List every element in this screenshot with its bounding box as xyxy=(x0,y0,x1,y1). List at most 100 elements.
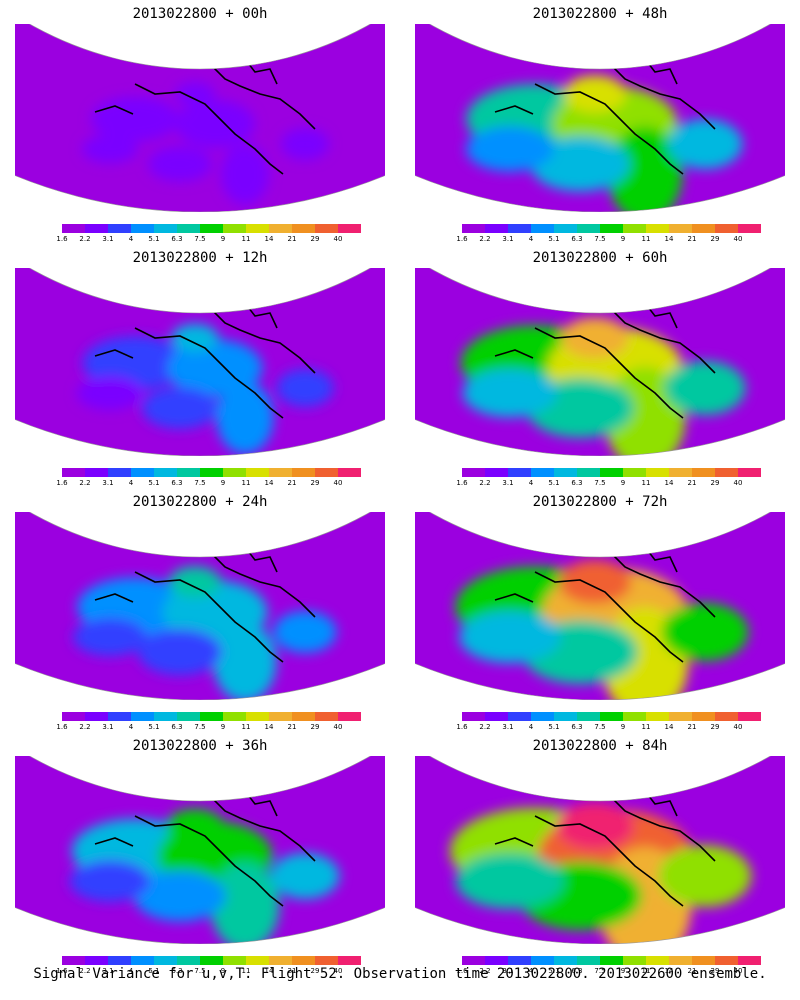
colorbar-swatch xyxy=(738,712,761,721)
colorbar-label: 40 xyxy=(733,723,743,731)
colorbar-label: 1.6 xyxy=(56,967,68,975)
colorbar-label: 3.1 xyxy=(502,967,514,975)
colorbar-swatch xyxy=(315,468,338,477)
colorbar-label: 5.1 xyxy=(148,479,160,487)
variance-contour xyxy=(462,368,558,418)
colorbar-swatch xyxy=(646,468,669,477)
colorbar-label: 7.5 xyxy=(194,723,206,731)
colorbar-swatch xyxy=(223,712,246,721)
colorbar-swatch xyxy=(154,956,177,965)
colorbar-label: 4 xyxy=(528,479,534,487)
variance-map xyxy=(415,756,785,944)
colorbar-swatch xyxy=(269,956,292,965)
colorbar-label: 3.1 xyxy=(502,723,514,731)
domain-outline xyxy=(415,24,785,212)
variance-contour xyxy=(661,603,749,661)
colorbar-label: 4 xyxy=(128,967,134,975)
variance-contour xyxy=(221,143,269,205)
colorbar-label: 5.1 xyxy=(548,235,560,243)
colorbar-label: 1.6 xyxy=(456,235,468,243)
forecast-panel: 2013022800 + 36h 1.6 2.2 3.1 4 5.1 6.3 7.5 9 11 14… xyxy=(0,732,400,976)
colorbar-swatch xyxy=(108,712,131,721)
colorbar-label: 40 xyxy=(333,967,343,975)
colorbar-swatch xyxy=(292,712,315,721)
colorbar-swatch xyxy=(531,712,554,721)
colorbar-label: 14 xyxy=(664,235,674,243)
variance-contour xyxy=(455,853,565,909)
colorbar-swatch xyxy=(246,224,269,233)
colorbar-labels: 1.6 2.2 3.1 4 5.1 6.3 7.5 9 11 14 21 29 40 xyxy=(56,967,362,978)
variance-contour xyxy=(69,860,151,902)
colorbar-label: 14 xyxy=(664,723,674,731)
variance-contour xyxy=(558,560,632,604)
colorbar-labels: 1.6 2.2 3.1 4 5.1 6.3 7.5 9 11 14 21 29 40 xyxy=(56,479,362,490)
colorbar-label: 1.6 xyxy=(56,235,68,243)
colorbar-swatch xyxy=(85,224,108,233)
panel-title: 2013022800 + 00h xyxy=(132,6,268,22)
colorbar-swatch xyxy=(531,468,554,477)
coastline xyxy=(94,546,316,663)
colorbar-swatch xyxy=(485,956,508,965)
colorbar-swatch xyxy=(338,224,361,233)
colorbar-swatch xyxy=(600,224,623,233)
colorbar-swatch xyxy=(62,468,85,477)
colorbar-swatch xyxy=(600,712,623,721)
colorbar-label: 4 xyxy=(128,723,134,731)
colorbar-swatch xyxy=(715,956,738,965)
variance-contour xyxy=(134,870,226,922)
colorbar-swatch xyxy=(338,956,361,965)
colorbar xyxy=(62,956,361,965)
figure-caption: Signal Variance for u,v,T. Flight 52. Ob… xyxy=(33,966,767,982)
colorbar-swatch xyxy=(485,224,508,233)
variance-contour xyxy=(664,361,746,415)
variance-contour xyxy=(168,566,222,598)
colorbar-label: 9 xyxy=(620,479,626,487)
variance-contour xyxy=(561,317,629,359)
panel-title: 2013022800 + 36h xyxy=(132,738,268,754)
colorbar-swatch xyxy=(223,468,246,477)
colorbar-label: 3.1 xyxy=(502,235,514,243)
colorbar-label: 5.1 xyxy=(148,723,160,731)
colorbar-swatch xyxy=(177,224,200,233)
colorbar xyxy=(62,224,361,233)
colorbar-label: 14 xyxy=(664,479,674,487)
colorbar-swatch xyxy=(269,468,292,477)
colorbar xyxy=(462,956,761,965)
variance-contour xyxy=(91,96,179,142)
colorbar-label: 11 xyxy=(241,479,251,487)
colorbar-labels: 1.6 2.2 3.1 4 5.1 6.3 7.5 9 11 14 21 29 40 xyxy=(456,967,762,978)
colorbar-label: 40 xyxy=(733,235,743,243)
colorbar-label: 1.6 xyxy=(56,723,68,731)
colorbar-swatch xyxy=(131,712,154,721)
colorbar-label: 29 xyxy=(310,235,320,243)
colorbar-label: 7.5 xyxy=(594,235,606,243)
variance-contour xyxy=(667,119,743,169)
variance-contour xyxy=(276,369,334,407)
colorbar-label: 1.6 xyxy=(456,479,468,487)
colorbar-label: 2.2 xyxy=(479,235,491,243)
colorbar-label: 5.1 xyxy=(548,967,560,975)
colorbar-swatch xyxy=(246,956,269,965)
colorbar-swatch xyxy=(738,956,761,965)
colorbar-swatch xyxy=(669,468,692,477)
colorbar-labels: 1.6 2.2 3.1 4 5.1 6.3 7.5 9 11 14 21 29 40 xyxy=(456,235,762,246)
colorbar-swatch xyxy=(692,712,715,721)
coastline xyxy=(494,58,716,175)
colorbar-label: 5.1 xyxy=(148,235,160,243)
coastline xyxy=(94,790,316,907)
colorbar-label: 3.1 xyxy=(102,723,114,731)
colorbar-label: 9 xyxy=(620,967,626,975)
colorbar-swatch xyxy=(715,468,738,477)
colorbar-label: 1.6 xyxy=(456,723,468,731)
colorbar-label: 21 xyxy=(687,235,697,243)
colorbar-label: 4 xyxy=(528,235,534,243)
colorbar-swatch xyxy=(108,956,131,965)
colorbar-swatch xyxy=(462,224,485,233)
colorbar-label: 5.1 xyxy=(148,967,160,975)
colorbar-label: 21 xyxy=(287,967,297,975)
colorbar-swatch xyxy=(462,956,485,965)
colorbar-label: 11 xyxy=(641,967,651,975)
colorbar-label: 7.5 xyxy=(594,723,606,731)
colorbar-label: 6.3 xyxy=(571,235,583,243)
variance-contour xyxy=(270,853,340,899)
